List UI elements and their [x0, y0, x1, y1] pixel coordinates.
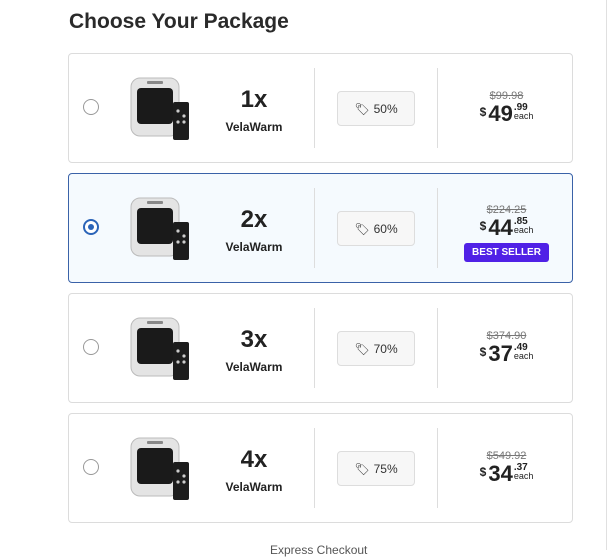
discount-value: 60%: [373, 221, 398, 236]
discount-value: 75%: [373, 461, 398, 476]
tag-icon: 🏷: [354, 461, 370, 476]
currency-symbol: $: [479, 345, 487, 359]
tag-icon: 🏷: [354, 341, 370, 356]
package-radio[interactable]: [83, 219, 99, 235]
package-option[interactable]: 3x VelaWarm 🏷 70% $374.90 $37.49 each: [68, 293, 573, 403]
price-unit: each: [513, 111, 534, 121]
divider: [314, 428, 315, 508]
price-whole: 44: [488, 215, 513, 240]
divider: [314, 188, 315, 268]
scrollbar[interactable]: [606, 0, 607, 550]
express-checkout-label: Express Checkout: [270, 543, 368, 557]
price-block: $99.98 $49.99 each: [449, 90, 564, 125]
original-price: $224.25: [486, 204, 527, 216]
price-whole: 34: [488, 461, 513, 486]
price-cents: .99: [513, 102, 528, 113]
product-name: VelaWarm: [225, 360, 283, 374]
currency-symbol: $: [479, 465, 487, 479]
original-price: $549.92: [486, 450, 527, 462]
package-quantity: 3x: [240, 326, 268, 353]
discount-badge: 🏷 50%: [337, 91, 415, 126]
heater-product-image: [130, 437, 189, 500]
price-cents: .49: [513, 342, 528, 353]
price-cents: .37: [513, 462, 528, 473]
best-seller-badge: BEST SELLER: [464, 243, 549, 262]
currency-symbol: $: [479, 105, 487, 119]
package-option[interactable]: 4x VelaWarm 🏷 75% $549.92 $34.37 each: [68, 413, 573, 523]
price-unit: each: [513, 225, 534, 235]
divider: [437, 308, 438, 388]
divider: [314, 68, 315, 148]
product-name: VelaWarm: [225, 120, 283, 134]
package-option[interactable]: 1x VelaWarm 🏷 50% $99.98 $49.99 each: [68, 53, 573, 163]
package-quantity: 4x: [240, 446, 268, 473]
price-whole: 49: [488, 101, 513, 126]
currency-symbol: $: [479, 219, 487, 233]
tag-icon: 🏷: [354, 221, 370, 236]
discount-badge: 🏷 75%: [337, 451, 415, 486]
package-quantity: 2x: [240, 206, 268, 233]
discount-value: 70%: [373, 341, 398, 356]
discount-badge: 🏷 70%: [337, 331, 415, 366]
product-name: VelaWarm: [225, 240, 283, 254]
divider: [437, 188, 438, 268]
tag-icon: 🏷: [354, 101, 370, 116]
price-unit: each: [513, 471, 534, 481]
heater-product-image: [130, 197, 189, 260]
package-radio[interactable]: [83, 99, 99, 115]
divider: [314, 308, 315, 388]
original-price: $374.90: [486, 330, 527, 342]
product-name: VelaWarm: [225, 480, 283, 494]
price-whole: 37: [488, 341, 513, 366]
heater-product-image: [130, 317, 189, 380]
price-unit: each: [513, 351, 534, 361]
discount-badge: 🏷 60%: [337, 211, 415, 246]
price-block: $549.92 $34.37 each: [449, 450, 564, 485]
divider: [437, 68, 438, 148]
original-price: $99.98: [489, 90, 524, 102]
page-title: Choose Your Package: [69, 10, 289, 33]
discount-value: 50%: [373, 101, 398, 116]
price-cents: .85: [513, 216, 528, 227]
price-block: $374.90 $37.49 each: [449, 330, 564, 365]
package-option[interactable]: 2x VelaWarm 🏷 60% $224.25 $44.85 each BEST…: [68, 173, 573, 283]
price-block: $224.25 $44.85 each BEST SELLER: [449, 204, 564, 262]
package-radio[interactable]: [83, 459, 99, 475]
package-radio[interactable]: [83, 339, 99, 355]
heater-product-image: [130, 77, 189, 140]
divider: [437, 428, 438, 508]
package-quantity: 1x: [240, 86, 268, 113]
